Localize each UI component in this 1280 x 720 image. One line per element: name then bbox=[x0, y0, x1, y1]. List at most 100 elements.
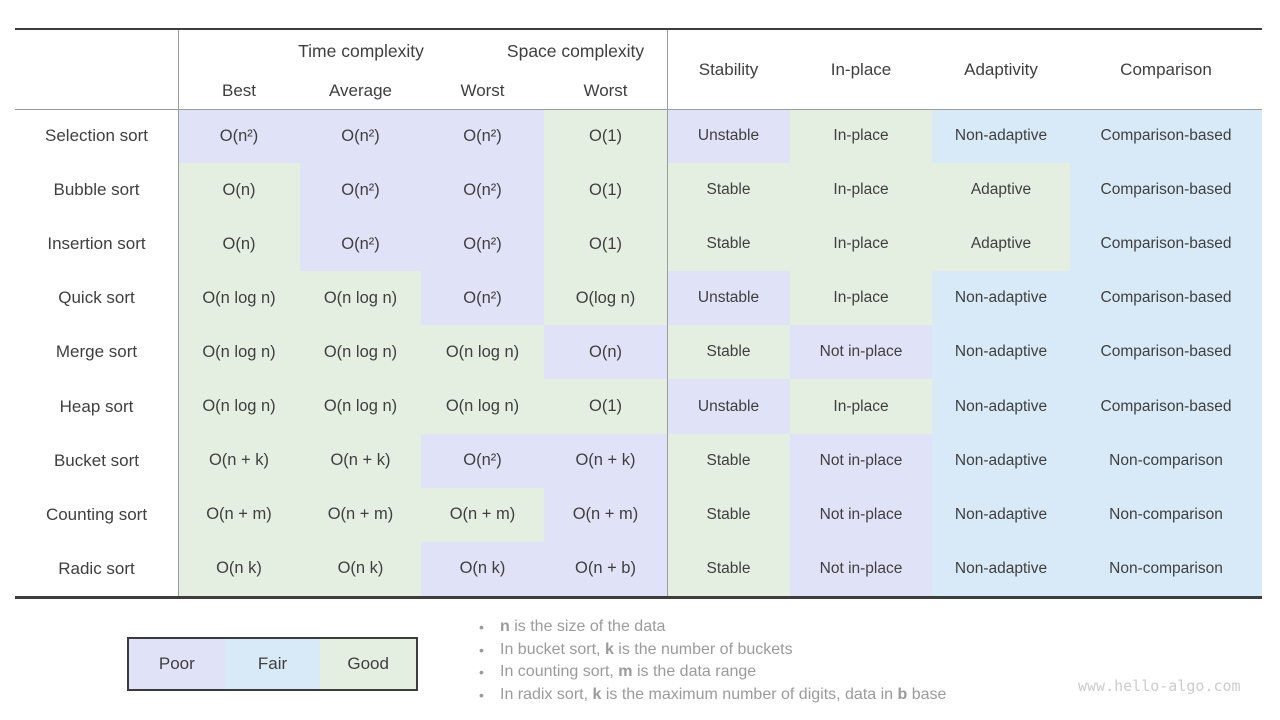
note-item: In counting sort, m is the data range bbox=[477, 661, 946, 684]
legend-item-good: Good bbox=[320, 639, 417, 689]
time-complexity-group-label: Time complexity bbox=[298, 41, 424, 61]
table-cell: Non-adaptive bbox=[932, 487, 1070, 542]
table-cell: In-place bbox=[790, 163, 932, 218]
note-item: In radix sort, k is the maximum number o… bbox=[477, 684, 946, 707]
table-cell: Unstable bbox=[667, 271, 790, 326]
table-cell: O(n k) bbox=[300, 541, 421, 596]
table-cell: O(n + m) bbox=[300, 487, 421, 542]
table-cell: Comparison-based bbox=[1070, 325, 1262, 380]
table-cell: Unstable bbox=[667, 379, 790, 434]
table-cell: O(n) bbox=[178, 217, 300, 272]
table-cell: In-place bbox=[790, 271, 932, 326]
table-cell: O(n log n) bbox=[421, 325, 544, 380]
table-cell: O(n k) bbox=[421, 541, 544, 596]
table-cell: O(n + m) bbox=[421, 487, 544, 542]
table-grid: Time complexity Best Average Worst Space… bbox=[15, 30, 1262, 596]
table-cell: Not in-place bbox=[790, 325, 932, 380]
table-cell: O(n log n) bbox=[421, 379, 544, 434]
table-cell: O(n²) bbox=[300, 217, 421, 272]
header-group-space-complexity: Space complexity Worst bbox=[507, 30, 667, 109]
column-header-best: Best bbox=[221, 81, 257, 100]
table-cell: O(n²) bbox=[178, 109, 300, 164]
table-cell: In-place bbox=[790, 109, 932, 164]
table-cell: Not in-place bbox=[790, 487, 932, 542]
legend-item-fair: Fair bbox=[224, 639, 321, 689]
table-cell: Unstable bbox=[667, 109, 790, 164]
table-cell: O(n log n) bbox=[300, 379, 421, 434]
table-cell: Adaptive bbox=[932, 163, 1070, 218]
table-cell: O(n + k) bbox=[300, 433, 421, 488]
table-cell: Comparison-based bbox=[1070, 217, 1262, 272]
table-cell: O(n log n) bbox=[300, 271, 421, 326]
row-label: Merge sort bbox=[15, 325, 178, 380]
legend-item-poor: Poor bbox=[129, 639, 225, 689]
column-header-worst-time: Worst bbox=[460, 81, 505, 100]
table-vertical-divider-right bbox=[667, 30, 668, 596]
table-cell: Non-comparison bbox=[1070, 433, 1262, 488]
table-cell: O(n + k) bbox=[178, 433, 300, 488]
table-cell: O(n log n) bbox=[178, 325, 300, 380]
table-cell: O(n²) bbox=[421, 109, 544, 164]
table-cell: Comparison-based bbox=[1070, 109, 1262, 164]
table-cell: O(n) bbox=[178, 163, 300, 218]
table-cell: Non-comparison bbox=[1070, 541, 1262, 596]
table-cell: Stable bbox=[667, 433, 790, 488]
table-cell: Comparison-based bbox=[1070, 379, 1262, 434]
column-header-average: Average bbox=[328, 81, 392, 100]
row-label: Insertion sort bbox=[15, 217, 178, 272]
space-complexity-group-label: Space complexity bbox=[506, 41, 645, 61]
table-cell: O(log n) bbox=[544, 271, 667, 326]
column-header-in-place: In-place bbox=[830, 59, 892, 79]
table-cell: O(1) bbox=[544, 109, 667, 164]
table-cell: O(n²) bbox=[421, 163, 544, 218]
watermark: www.hello-algo.com bbox=[1078, 677, 1241, 695]
table-cell: O(n k) bbox=[178, 541, 300, 596]
table-cell: In-place bbox=[790, 379, 932, 434]
table-cell: Non-adaptive bbox=[932, 325, 1070, 380]
table-cell: O(n) bbox=[544, 325, 667, 380]
row-label: Radic sort bbox=[15, 541, 178, 596]
note-item: n is the size of the data bbox=[477, 616, 946, 639]
table-cell: O(n²) bbox=[421, 271, 544, 326]
table-cell: O(n log n) bbox=[178, 271, 300, 326]
row-label: Bucket sort bbox=[15, 433, 178, 488]
column-header-worst-space: Worst bbox=[583, 81, 628, 100]
table-cell: Not in-place bbox=[790, 541, 932, 596]
row-label: Quick sort bbox=[15, 271, 178, 326]
table-cell: Comparison-based bbox=[1070, 271, 1262, 326]
table-cell: O(n²) bbox=[300, 109, 421, 164]
rating-legend: Poor Fair Good bbox=[127, 637, 418, 691]
column-header-comparison: Comparison bbox=[1120, 59, 1212, 79]
column-header-stability: Stability bbox=[698, 59, 759, 79]
table-cell: Non-comparison bbox=[1070, 487, 1262, 542]
table-cell: Non-adaptive bbox=[932, 109, 1070, 164]
table-cell: Non-adaptive bbox=[932, 271, 1070, 326]
sorting-comparison-table: Time complexity Best Average Worst Space… bbox=[15, 28, 1262, 599]
table-cell: O(n + b) bbox=[544, 541, 667, 596]
table-cell: O(n + m) bbox=[178, 487, 300, 542]
header-empty-cell bbox=[15, 30, 178, 109]
row-label: Heap sort bbox=[15, 379, 178, 434]
table-cell: Non-adaptive bbox=[932, 433, 1070, 488]
space-complexity-subheaders: Worst bbox=[544, 73, 667, 109]
table-cell: O(n log n) bbox=[178, 379, 300, 434]
row-label: Counting sort bbox=[15, 487, 178, 542]
table-cell: In-place bbox=[790, 217, 932, 272]
table-cell: O(1) bbox=[544, 379, 667, 434]
notes-list: n is the size of the dataIn bucket sort,… bbox=[477, 616, 946, 706]
table-cell: Stable bbox=[667, 541, 790, 596]
table-cell: Not in-place bbox=[790, 433, 932, 488]
row-label: Selection sort bbox=[15, 109, 178, 164]
table-cell: Stable bbox=[667, 217, 790, 272]
table-cell: Stable bbox=[667, 487, 790, 542]
header-group-time-complexity: Time complexity Best Average Worst bbox=[178, 30, 544, 109]
table-cell: Comparison-based bbox=[1070, 163, 1262, 218]
table-cell: Stable bbox=[667, 163, 790, 218]
table-cell: O(n log n) bbox=[300, 325, 421, 380]
table-cell: O(1) bbox=[544, 217, 667, 272]
table-cell: O(n²) bbox=[421, 433, 544, 488]
table-cell: O(n + m) bbox=[544, 487, 667, 542]
table-cell: O(1) bbox=[544, 163, 667, 218]
column-header-adaptivity: Adaptivity bbox=[964, 59, 1038, 79]
